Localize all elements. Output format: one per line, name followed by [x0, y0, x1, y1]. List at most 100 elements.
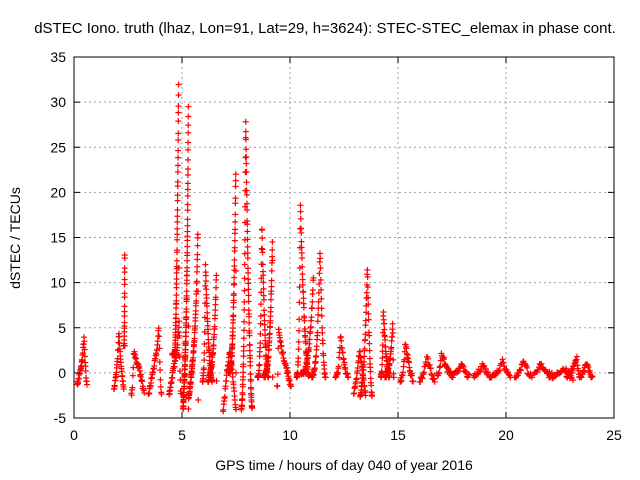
data-point [185, 139, 192, 146]
data-point [203, 303, 210, 310]
data-point [183, 288, 190, 295]
data-point [190, 348, 197, 355]
data-point [231, 244, 238, 251]
data-point [175, 137, 182, 144]
data-point [367, 368, 374, 375]
data-point [242, 203, 249, 210]
data-point [121, 342, 128, 349]
data-point [210, 342, 217, 349]
data-point [194, 242, 201, 249]
data-point [427, 365, 434, 372]
data-point [81, 338, 88, 345]
data-point [245, 269, 252, 276]
data-point [244, 236, 251, 243]
data-point [211, 331, 218, 338]
data-point [232, 267, 239, 274]
data-point [193, 297, 200, 304]
data-point [322, 374, 329, 381]
data-point [245, 280, 252, 287]
data-point [185, 156, 192, 163]
data-point [309, 298, 316, 305]
data-point [345, 374, 352, 381]
data-point [232, 171, 239, 178]
data-point [222, 383, 229, 390]
data-point [174, 197, 181, 204]
data-point [269, 238, 276, 245]
data-point [173, 292, 180, 299]
data-point [538, 360, 545, 367]
data-point [390, 374, 397, 381]
data-point [233, 406, 239, 413]
y-axis-label: dSTEC / TECUs [7, 187, 23, 289]
data-point [315, 298, 322, 305]
data-point [194, 263, 201, 270]
data-point [230, 312, 237, 319]
data-point [247, 362, 254, 369]
data-point [212, 294, 219, 301]
y-tick-label: 30 [50, 94, 66, 110]
data-point [205, 330, 212, 337]
data-point [296, 316, 303, 323]
data-point [379, 361, 386, 368]
data-point [213, 284, 220, 291]
data-point [184, 257, 191, 264]
data-point [259, 227, 266, 234]
data-point [227, 366, 234, 373]
data-point [195, 396, 202, 403]
data-point [313, 343, 320, 350]
data-point [257, 320, 264, 327]
data-point [174, 192, 181, 199]
data-point [317, 255, 324, 262]
data-point [230, 297, 237, 304]
data-point [174, 225, 181, 232]
data-point [180, 391, 187, 398]
data-point [341, 359, 348, 366]
data-point [240, 369, 247, 376]
data-point [184, 264, 191, 271]
y-tick-label: 20 [50, 184, 66, 200]
data-point [246, 332, 253, 339]
data-point [258, 289, 265, 296]
data-point [319, 329, 326, 336]
data-point [244, 221, 251, 228]
data-point [258, 245, 265, 252]
data-point [121, 252, 128, 259]
data-point [299, 255, 306, 262]
data-point [244, 228, 251, 235]
data-point [283, 364, 290, 371]
data-point [265, 353, 272, 360]
data-point [381, 320, 388, 327]
data-point [266, 330, 273, 337]
data-point [260, 272, 267, 279]
data-point [157, 367, 164, 374]
data-point [240, 335, 247, 342]
data-point [243, 200, 250, 207]
data-point [312, 359, 319, 366]
data-point [366, 340, 373, 347]
data-point [129, 384, 136, 391]
data-point [552, 373, 559, 380]
data-point [116, 333, 123, 340]
data-point [477, 367, 484, 374]
data-point [361, 358, 368, 365]
data-point [184, 216, 191, 223]
data-point [382, 336, 389, 343]
data-point [259, 261, 266, 268]
data-point [353, 375, 360, 382]
data-point [316, 270, 323, 277]
x-tick-label: 25 [606, 427, 622, 443]
data-point [573, 353, 580, 360]
data-point [315, 311, 322, 318]
data-point [400, 363, 407, 370]
data-point [364, 266, 371, 273]
data-point [301, 317, 308, 324]
data-point [175, 154, 182, 161]
data-point [157, 383, 164, 390]
data-point [268, 267, 275, 274]
data-point [361, 345, 368, 352]
data-point [232, 195, 239, 202]
data-point [589, 373, 596, 380]
data-point [366, 347, 373, 354]
data-point [261, 326, 268, 333]
